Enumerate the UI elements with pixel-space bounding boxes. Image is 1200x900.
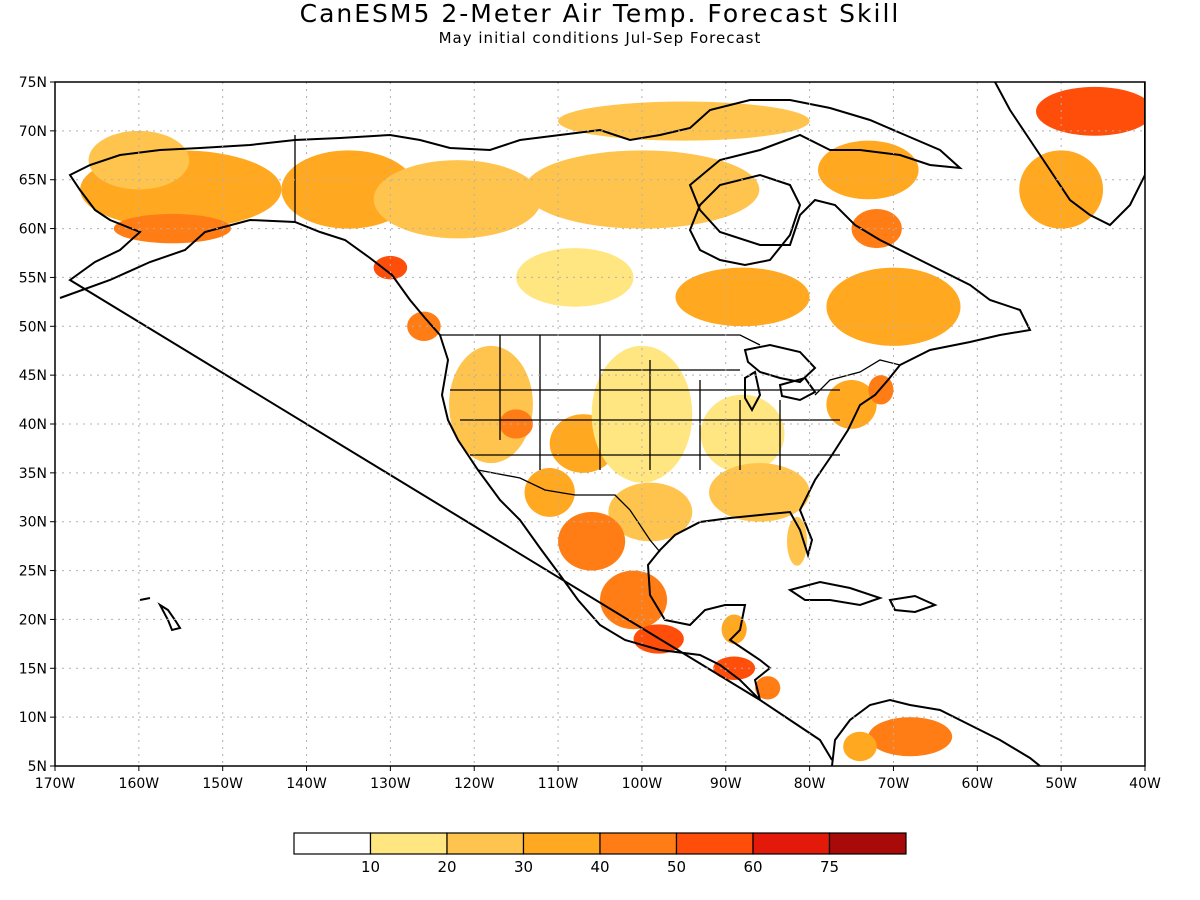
map-title: CanESM5 2-Meter Air Temp. Forecast Skill — [299, 0, 901, 28]
colorbar-label: 50 — [667, 858, 686, 876]
skill-region-midwest — [700, 394, 785, 473]
colorbar-label: 20 — [437, 858, 456, 876]
lat-tick-label: 20N — [19, 612, 47, 628]
lat-tick-label: 65N — [19, 173, 47, 189]
colorbar-box — [446, 832, 525, 855]
us-state-lines — [450, 335, 840, 470]
skill-region-southeast — [709, 463, 810, 522]
skill-region-nw-territories — [373, 160, 542, 239]
skill-region-bc-south — [407, 311, 441, 341]
hispaniola-outline — [888, 594, 938, 614]
colorbar-box — [293, 832, 372, 855]
skill-region-great-plains — [591, 345, 693, 483]
colorbar-box — [369, 832, 448, 855]
great-lakes-outline — [743, 343, 817, 413]
skill-region-mexico-central — [600, 570, 668, 630]
lon-tick-label: 60W — [961, 776, 993, 792]
skill-shading-layer — [80, 86, 1145, 762]
latitude-axis: 75N 70N 65N 60N 55N 50N 45N 40N 35N 30N 25N 20N 15N 1… — [19, 75, 55, 775]
lat-tick-label: 45N — [19, 368, 47, 384]
colorbar-label: 75 — [820, 858, 839, 876]
skill-region-greenland-north — [1036, 86, 1145, 136]
lat-tick-label: 5N — [28, 759, 47, 775]
lat-tick-label: 75N — [19, 75, 47, 91]
skill-region-venezuela — [868, 717, 953, 757]
lon-tick-label: 90W — [710, 776, 742, 792]
skill-region-ungava — [851, 209, 902, 249]
lon-tick-label: 140W — [286, 776, 327, 792]
hudson-bay-outline — [688, 173, 802, 267]
colorbar-label: 60 — [743, 858, 762, 876]
north-america-coastline — [59, 99, 1032, 761]
lat-tick-label: 35N — [19, 466, 47, 482]
lon-tick-label: 160W — [119, 776, 160, 792]
border-layer — [294, 135, 901, 553]
graticule — [55, 82, 1145, 766]
south-america-coastline — [831, 698, 1041, 766]
colorbar-box — [522, 832, 601, 855]
lon-tick-label: 80W — [794, 776, 826, 792]
lon-tick-label: 120W — [454, 776, 495, 792]
skill-region-mexico-north — [558, 511, 626, 571]
lat-tick-label: 70N — [19, 124, 47, 140]
lon-tick-label: 170W — [35, 776, 76, 792]
skill-region-florida — [786, 516, 808, 566]
skill-region-arctic-islands — [558, 101, 810, 141]
lat-tick-label: 50N — [19, 319, 47, 335]
lon-tick-label: 100W — [622, 776, 663, 792]
skill-region-baffin — [818, 140, 919, 200]
skill-region-northeast — [826, 380, 877, 429]
lat-tick-label: 60N — [19, 222, 47, 238]
colorbar-box — [599, 832, 678, 855]
skill-region-nicaragua — [755, 676, 781, 700]
colorbar: 10 20 30 40 50 60 75 — [293, 832, 907, 876]
skill-region-ontario-north — [675, 267, 810, 327]
lat-tick-label: 55N — [19, 270, 47, 286]
map-subtitle: May initial conditions Jul-Sep Forecast — [438, 29, 762, 47]
colorbar-label: 10 — [361, 858, 380, 876]
skill-region-new-england — [868, 375, 894, 405]
hawaii-outline — [139, 597, 182, 632]
longitude-axis: 170W 160W 150W 140W 130W 120W 110W 100W 90W 80W 70… — [35, 766, 1161, 792]
lon-tick-label: 70W — [878, 776, 910, 792]
colorbar-box — [752, 832, 831, 855]
greenland-coastline — [994, 82, 1145, 227]
lon-tick-label: 130W — [370, 776, 411, 792]
lat-tick-label: 30N — [19, 515, 47, 531]
lon-tick-label: 110W — [538, 776, 579, 792]
colorbar-box — [828, 832, 907, 855]
lon-tick-label: 40W — [1129, 776, 1161, 792]
lat-tick-label: 40N — [19, 417, 47, 433]
colorbar-label: 30 — [514, 858, 533, 876]
lat-tick-label: 10N — [19, 710, 47, 726]
lat-tick-label: 25N — [19, 564, 47, 580]
colorbar-box — [675, 832, 754, 855]
lat-tick-label: 15N — [19, 661, 47, 677]
skill-region-arizona — [524, 467, 575, 517]
skill-region-yucatan — [721, 614, 747, 644]
coastline-layer — [59, 82, 1145, 766]
skill-region-great-basin — [499, 409, 533, 439]
cuba-outline — [787, 580, 884, 607]
lon-tick-label: 150W — [202, 776, 243, 792]
skill-region-colombia — [843, 731, 877, 762]
skill-region-bc-coast — [373, 255, 408, 280]
colorbar-label: 40 — [590, 858, 609, 876]
skill-region-texas — [608, 482, 693, 542]
lon-tick-label: 50W — [1045, 776, 1077, 792]
us-mexico-border — [477, 469, 661, 553]
alaska-canada-border — [294, 135, 371, 259]
